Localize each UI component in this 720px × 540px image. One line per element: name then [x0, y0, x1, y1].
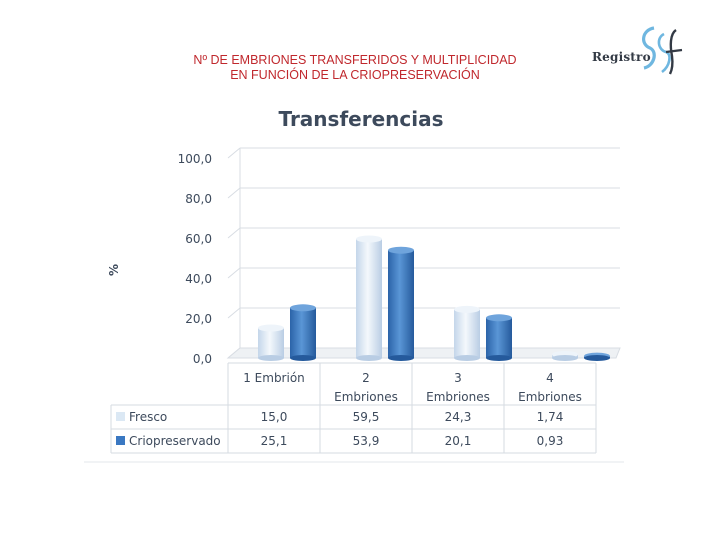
bar-criopreservado-top	[290, 304, 316, 312]
category-label: Embriones	[334, 390, 398, 404]
bar-fresco	[258, 324, 284, 361]
data-label: 59,5	[353, 410, 380, 424]
bar-criopreservado	[388, 246, 414, 361]
data-label: 24,3	[445, 410, 472, 424]
chart-title: Transferencias	[279, 107, 444, 131]
data-label: 20,1	[445, 434, 472, 448]
bar-criopreservado-top	[388, 246, 414, 254]
bar-fresco-body	[454, 309, 480, 358]
legend-swatch	[116, 412, 125, 421]
bar-criopreservado-bottom	[486, 355, 512, 361]
legend-label: Fresco	[129, 410, 167, 424]
bar-fresco	[356, 235, 382, 361]
bar-fresco-top	[258, 324, 284, 332]
gridline-depth	[227, 187, 241, 199]
data-label: 53,9	[353, 434, 380, 448]
gridline-depth	[227, 147, 241, 159]
bar-fresco-bottom	[258, 355, 284, 361]
bar-fresco-top	[356, 235, 382, 243]
bar-fresco-bottom	[454, 355, 480, 361]
bar-criopreservado-bottom	[290, 355, 316, 361]
data-label: 25,1	[261, 434, 288, 448]
bar-criopreservado-body	[486, 317, 512, 358]
y-tick-label: 60,0	[185, 232, 212, 246]
category-label: Embriones	[426, 390, 490, 404]
bar-fresco	[454, 305, 480, 361]
category-label: 4	[546, 371, 554, 385]
legend-swatch	[116, 436, 125, 445]
bar-criopreservado	[486, 314, 512, 361]
gridline-depth	[227, 307, 241, 319]
bar-criopreservado	[584, 352, 610, 361]
page-title: Nº DE EMBRIONES TRANSFERIDOS Y MULTIPLIC…	[150, 53, 560, 83]
gridline-depth	[227, 227, 241, 239]
bar-criopreservado-body	[290, 307, 316, 358]
bar-criopreservado-body	[388, 250, 414, 358]
bar-criopreservado	[290, 304, 316, 361]
category-label: 1 Embrión	[243, 371, 305, 385]
category-label: Embriones	[518, 390, 582, 404]
data-label: 15,0	[261, 410, 288, 424]
y-tick-label: 0,0	[193, 352, 212, 366]
category-label: 3	[454, 371, 462, 385]
bar-criopreservado-bottom	[584, 355, 610, 361]
y-tick-label: 100,0	[178, 152, 212, 166]
bar-fresco	[552, 351, 578, 361]
page-title-line-1: Nº DE EMBRIONES TRANSFERIDOS Y MULTIPLIC…	[193, 53, 517, 67]
data-label: 1,74	[537, 410, 564, 424]
y-tick-label: 40,0	[185, 272, 212, 286]
page-title-line-2: EN FUNCIÓN DE LA CRIOPRESERVACIÓN	[230, 68, 480, 82]
bar-fresco-body	[356, 239, 382, 358]
bar-criopreservado-top	[486, 314, 512, 322]
bar-fresco-bottom	[552, 355, 578, 361]
category-label: 2	[362, 371, 370, 385]
y-axis-label: %	[107, 264, 121, 276]
y-tick-label: 20,0	[185, 312, 212, 326]
y-tick-label: 80,0	[185, 192, 212, 206]
legend-label: Criopreservado	[129, 434, 221, 448]
registro-logo: Registro	[592, 22, 692, 78]
logo-mark-icon	[642, 26, 683, 75]
data-label: 0,93	[537, 434, 564, 448]
bar-fresco-body	[258, 328, 284, 358]
bar-fresco-bottom	[356, 355, 382, 361]
logo-text: Registro	[592, 50, 651, 64]
gridline-depth	[227, 267, 241, 279]
bar-criopreservado-bottom	[388, 355, 414, 361]
bar-fresco-top	[454, 305, 480, 313]
